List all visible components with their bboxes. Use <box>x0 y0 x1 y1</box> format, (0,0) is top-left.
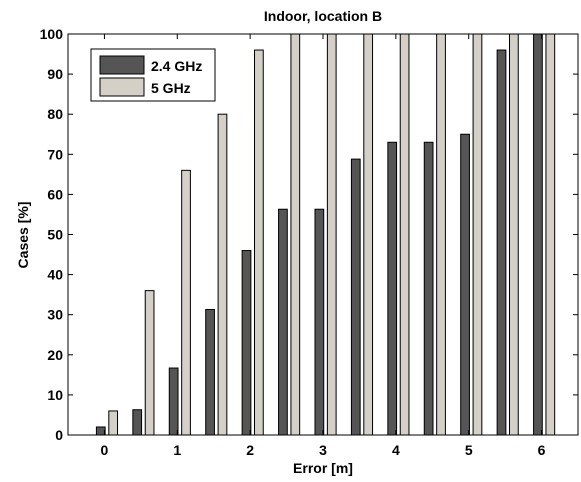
bar-2-4-ghz-0 <box>95 426 106 436</box>
bar-5-ghz-1-5 <box>217 113 228 436</box>
bar-5-ghz-6 <box>545 33 556 436</box>
y-tick-label-90: 90 <box>47 66 63 82</box>
bar-2-4-ghz-3-5 <box>350 158 361 436</box>
legend-swatch-2-4-ghz <box>99 55 145 75</box>
bar-2-4-ghz-2-5 <box>278 208 288 436</box>
y-tick-label-100: 100 <box>40 26 64 42</box>
y-tick-label-30: 30 <box>47 307 63 323</box>
bar-2-4-ghz-1-5 <box>205 308 215 436</box>
x-tick-label-5: 5 <box>465 442 473 458</box>
bar-5-ghz-5-5 <box>509 33 519 436</box>
y-tick-label-50: 50 <box>47 227 63 243</box>
bar-2-4-ghz-4 <box>387 141 398 436</box>
bar-5-ghz-3-5 <box>363 33 374 436</box>
y-tick-label-10: 10 <box>47 387 63 403</box>
x-tick-label-4: 4 <box>392 442 400 458</box>
bar-5-ghz-2 <box>254 49 264 436</box>
x-tick-label-0: 0 <box>101 442 109 458</box>
chart-title: Indoor, location B <box>264 8 382 24</box>
x-tick-label-6: 6 <box>538 442 546 458</box>
bar-5-ghz-4 <box>399 33 410 436</box>
bar-2-4-ghz-5 <box>460 133 470 436</box>
legend-swatch-5-ghz <box>99 77 145 97</box>
y-tick-label-60: 60 <box>47 186 63 202</box>
bar-5-ghz-0 <box>108 410 119 436</box>
legend-label-5-ghz: 5 GHz <box>151 80 191 96</box>
x-tick-label-1: 1 <box>173 442 181 458</box>
bar-2-4-ghz-4-5 <box>423 141 434 436</box>
bar-5-ghz-0-5 <box>144 290 155 436</box>
y-tick-label-80: 80 <box>47 106 63 122</box>
bar-2-4-ghz-2 <box>241 250 252 436</box>
y-axis-title: Cases [%] <box>15 202 31 269</box>
bar-2-4-ghz-5-5 <box>496 49 507 436</box>
axes-layer: 0 10 20 30 40 50 60 70 80 90 100 0 1 2 3 4 5 6 <box>40 26 579 458</box>
y-tick-label-70: 70 <box>47 146 63 162</box>
bar-2-4-ghz-6 <box>533 33 543 436</box>
bar-5-ghz-5 <box>472 33 483 436</box>
y-tick-label-40: 40 <box>47 267 63 283</box>
legend-label-2-4-ghz: 2.4 GHz <box>151 58 202 74</box>
bar-2-4-ghz-0-5 <box>132 409 143 436</box>
bar-5-ghz-3 <box>326 33 337 436</box>
bar-5-ghz-4-5 <box>436 33 446 436</box>
bar-2-4-ghz-1 <box>168 367 179 436</box>
x-tick-label-2: 2 <box>246 442 254 458</box>
x-tick-label-3: 3 <box>319 442 327 458</box>
bar-5-ghz-1 <box>181 169 191 436</box>
bar-2-4-ghz-3 <box>314 208 325 436</box>
bar-5-ghz-2-5 <box>290 33 301 436</box>
legend: 2.4 GHz 5 GHz <box>90 48 216 102</box>
y-tick-label-0: 0 <box>55 427 63 443</box>
y-tick-label-20: 20 <box>47 347 63 363</box>
x-axis-title: Error [m] <box>293 460 353 476</box>
